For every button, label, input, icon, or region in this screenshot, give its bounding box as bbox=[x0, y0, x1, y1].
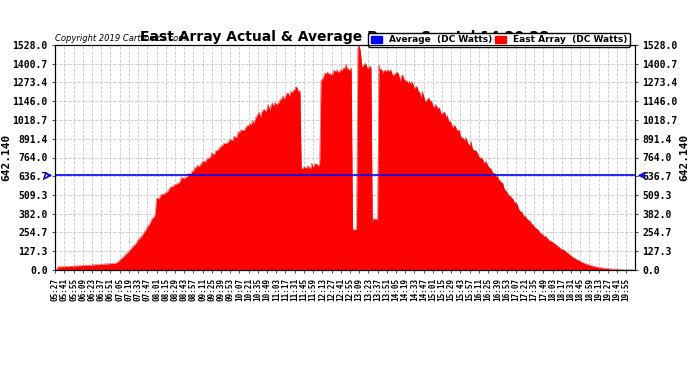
Legend: Average  (DC Watts), East Array  (DC Watts): Average (DC Watts), East Array (DC Watts… bbox=[368, 33, 630, 47]
Title: East Array Actual & Average Power Sun Jul 14 20:28: East Array Actual & Average Power Sun Ju… bbox=[141, 30, 549, 44]
Y-axis label: 642.140: 642.140 bbox=[1, 134, 11, 181]
Y-axis label: 642.140: 642.140 bbox=[679, 134, 689, 181]
Text: Copyright 2019 Cartronics.com: Copyright 2019 Cartronics.com bbox=[55, 34, 186, 43]
